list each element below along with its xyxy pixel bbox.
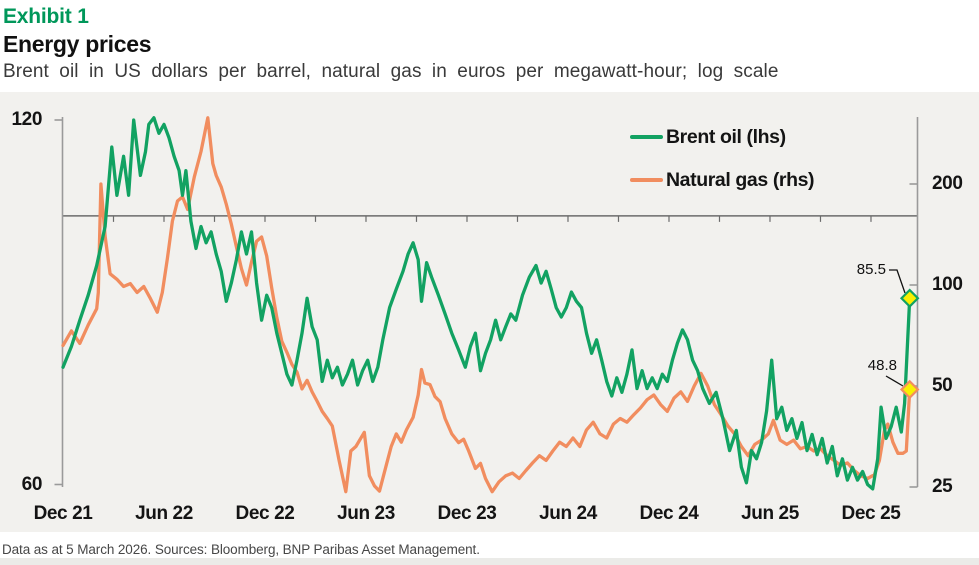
left-axis-label-120: 120 [11,109,42,130]
right-axis-label-200: 200 [932,173,963,194]
legend-label: Brent oil (lhs) [666,125,786,148]
x-axis-label-jun-22: Jun 22 [135,503,193,524]
page-title: Energy prices [3,31,152,57]
x-axis-label-dec-24: Dec 24 [639,503,699,524]
chart-legend: Brent oil (lhs) Natural gas (rhs) [630,121,815,207]
gas-end-marker-diamond [899,379,920,400]
brent-end-marker-diamond [899,288,920,309]
x-axis-label-jun-25: Jun 25 [741,503,799,524]
x-axis-label-dec-25: Dec 25 [841,503,901,524]
brent-annotation-leader-line [889,269,906,294]
legend-item-brent-oil: Brent oil (lhs) [630,121,814,153]
page-subtitle: Brent oil in US dollars per barrel, natu… [3,61,779,82]
left-axis-label-60: 60 [21,473,43,495]
x-axis-label-dec-23: Dec 23 [437,503,497,524]
bottom-edge-strip [0,558,979,565]
x-axis-label-jun-24: Jun 24 [539,503,597,524]
legend-item-natural-gas: Natural gas (rhs) [630,164,815,196]
source-note: Data as at 5 March 2026. Sources: Bloomb… [2,542,480,557]
right-axis-label-50: 50 [932,375,953,396]
brent-end-value-annotation: 85.5 [856,261,886,278]
gas-end-value-annotation: 48.8 [867,357,897,374]
plot-background [0,92,979,532]
natural-gas-swatch-icon [630,178,663,182]
x-axis-label-dec-22: Dec 22 [235,503,295,524]
brent-oil-swatch-icon [630,135,663,139]
brent-oil-line [61,116,912,491]
right-axis-label-25: 25 [932,476,953,497]
x-axis-label-jun-23: Jun 23 [337,503,395,524]
right-axis-label-100: 100 [932,274,963,295]
legend-label: Natural gas (rhs) [666,168,815,191]
gas-annotation-leader-line [885,375,904,387]
exhibit-label: Exhibit 1 [3,5,89,28]
x-axis-label-dec-21: Dec 21 [33,503,93,524]
natural-gas-line [61,116,912,494]
